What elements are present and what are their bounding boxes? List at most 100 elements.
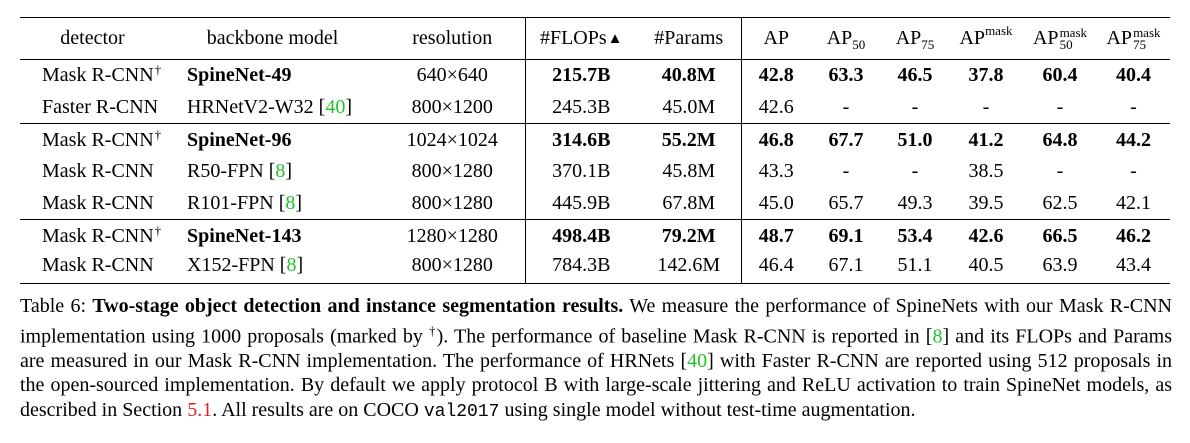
cell-apm75: 42.1 [1116,191,1151,214]
caption-cite-link[interactable]: 40 [687,349,708,372]
backbone-name: SpineNet-49 [187,64,292,87]
header-apm75-sup: mask [1133,24,1161,40]
cell-apm75: 46.2 [1116,225,1151,248]
header-apm-label: AP [959,27,986,49]
backbone-name: HRNetV2-W32 [187,95,314,118]
caption-text-1: We measure the performance of SpineNets … [20,295,1173,348]
cite-open-bracket: [ [313,95,326,118]
cell-ap: 42.6 [758,95,794,118]
table-header: detector backbone model resolution #FLOP… [20,17,1170,60]
caption-title: Two-stage object detection and instance … [92,295,624,317]
backbone-name: X152-FPN [187,253,275,276]
cell-ap: 46.8 [758,129,794,152]
cell-params: 45.8M [637,155,742,188]
header-apm50: AP mask 50 [1023,18,1097,60]
cell-detector: Mask R-CNN [20,252,165,284]
cell-backbone: X152-FPN [8] [165,252,380,284]
cell-flops: 314.6B [552,129,611,152]
detector-name: Mask R-CNN [42,191,154,214]
cell-apm: 37.8 [968,64,1004,87]
detector-name: Mask R-CNN [42,253,154,276]
cell-params: 142.6M [637,251,742,284]
citation-link[interactable]: 8 [286,253,297,276]
cite-close-bracket: ] [285,160,293,182]
cell-resolution: 800×1280 [380,155,526,188]
caption-section-link[interactable]: 5.1 [187,398,213,421]
cell-backbone: SpineNet-96 [165,124,380,156]
cell-params: 40.8M [637,59,742,92]
cell-backbone: R50-FPN [8] [165,156,380,188]
cite-close-bracket: ] [295,191,303,214]
table-row: Mask R-CNN† SpineNet-96 1024×1024 314.6B 55.… [20,123,1170,156]
header-apm50-sub: 50 [1059,36,1073,52]
header-detector: detector [60,27,125,49]
cell-ap50: 67.7 [828,129,864,152]
cell-apm75: - [1130,160,1137,182]
cell-detector: Faster R-CNN [20,92,165,124]
cell-ap75: 51.0 [897,129,933,152]
cell-backbone: SpineNet-49 [165,60,380,92]
caption-text-4: ] with Faster R-CNN are reported using 5… [20,349,1173,421]
header-ap50-sub: 50 [852,37,866,52]
citation-link[interactable]: 40 [325,95,346,118]
cell-apm50: 66.5 [1042,225,1078,248]
cell-ap: 43.3 [758,160,794,182]
cell-flops: 245.3B [552,95,611,118]
cell-ap50: 69.1 [828,225,864,248]
header-ap50-label: AP [826,27,853,49]
cell-apm75: 44.2 [1116,129,1151,152]
table-row: Mask R-CNN R50-FPN [8] 800×1280 370.1B 45.8M… [20,155,1170,188]
caption-text-2: ). The performance of baseline Mask R-CN… [436,325,933,348]
cell-resolution: 800×1200 [380,91,526,124]
cell-detector: Mask R-CNN† [20,124,165,156]
cite-open-bracket: [ [273,191,286,214]
table-row: Mask R-CNN X152-FPN [8] 800×1280 784.3B 142.… [20,251,1170,284]
header-params: #Params [637,17,742,60]
cell-apm50: - [1056,95,1064,118]
cite-open-bracket: [ [263,160,276,182]
cell-detector: Mask R-CNN† [20,220,165,252]
header-ap75-sub: 75 [921,37,935,52]
citation-link[interactable]: 8 [285,191,296,214]
table-body: Mask R-CNN† SpineNet-49 640×640 215.7B 40.8M… [20,59,1170,284]
cell-resolution: 640×640 [380,59,526,92]
cell-ap75: 46.5 [897,64,933,87]
header-flops-label: #FLOPs [539,27,607,49]
table-row: Mask R-CNN R101-FPN [8] 800×1280 445.9B 67.8… [20,187,1170,220]
cell-apm: 40.5 [968,253,1004,276]
detector-name: Faster R-CNN [42,95,159,118]
cell-backbone: HRNetV2-W32 [40] [165,92,380,124]
cell-flops: 370.1B [552,160,611,182]
caption-code: val2017 [423,401,500,422]
header-apm75: AP mask 75 [1097,18,1170,60]
caption-text-5: . All results are on COCO [212,398,424,421]
cell-ap75: 53.4 [897,225,933,248]
cell-apm: 42.6 [968,225,1004,248]
dagger-mark: † [154,62,162,78]
cell-backbone: SpineNet-143 [165,220,380,252]
cell-flops: 445.9B [552,191,611,214]
header-backbone: backbone model [206,27,339,49]
cell-detector: Mask R-CNN [20,188,165,220]
caption-label: Table 6: [20,295,86,317]
cell-detector: Mask R-CNN† [20,60,165,92]
cell-params: 55.2M [637,123,742,156]
backbone-name: SpineNet-143 [187,225,302,248]
cell-ap75: 51.1 [897,253,933,276]
cite-close-bracket: ] [296,253,304,276]
cell-ap50: 65.7 [828,191,864,214]
cell-apm50: 63.9 [1042,253,1078,276]
detector-name: Mask R-CNN [42,160,154,182]
caption-text-6: using single model without test-time aug… [499,398,916,421]
cell-ap75: - [911,160,919,182]
cell-ap: 46.4 [758,253,794,276]
cell-apm50: 60.4 [1042,64,1078,87]
cell-ap50: 63.3 [828,64,864,87]
cell-params: 45.0M [637,91,742,124]
caption-cite-link[interactable]: 8 [932,325,943,348]
cell-apm: - [982,95,990,118]
header-apm75-sub: 75 [1133,36,1147,52]
cite-open-bracket: [ [274,253,287,276]
citation-link[interactable]: 8 [275,160,286,182]
cell-resolution: 1280×1280 [380,219,526,252]
